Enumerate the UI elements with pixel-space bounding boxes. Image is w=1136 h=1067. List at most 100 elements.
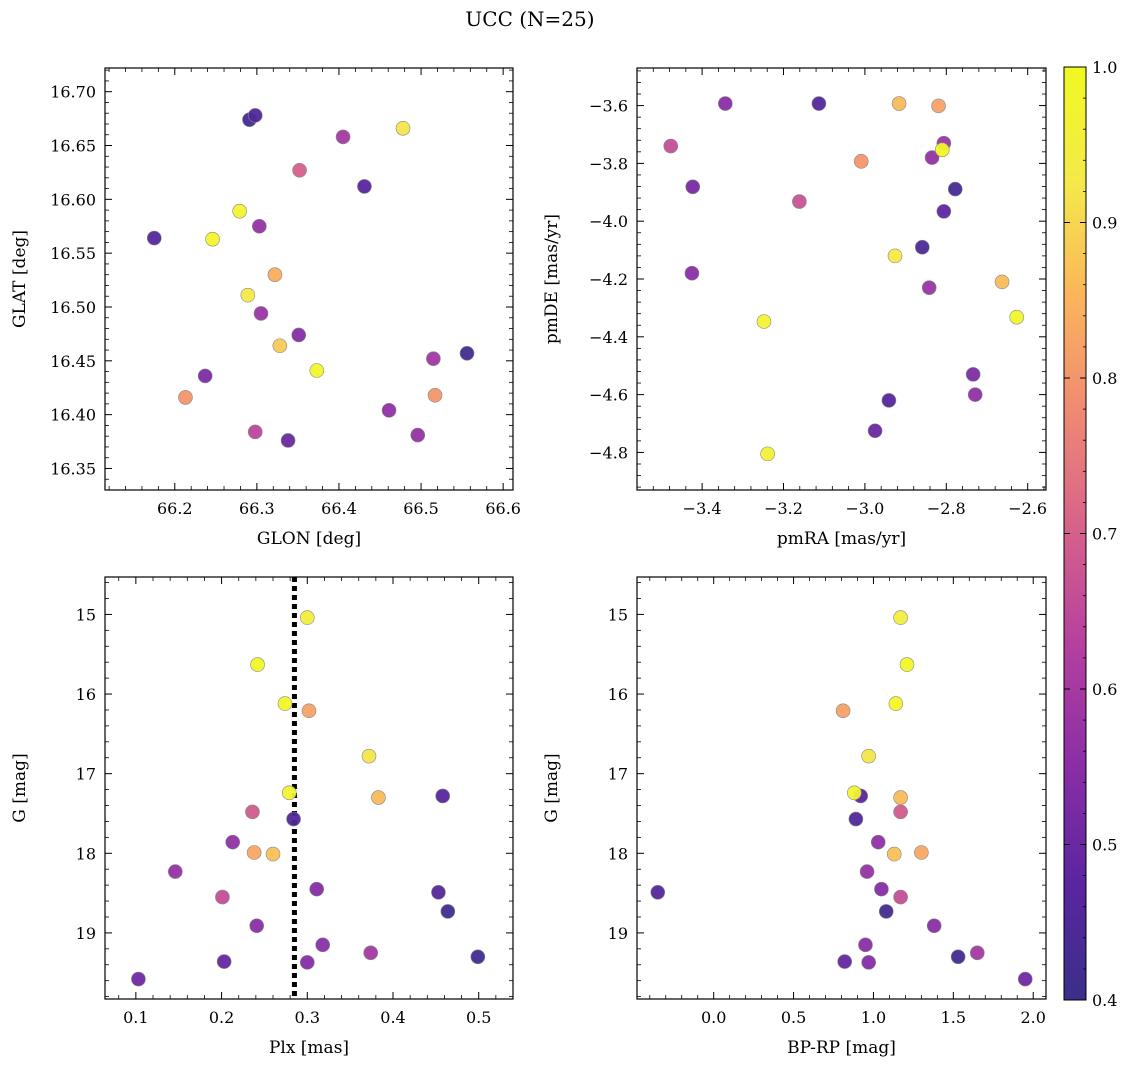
y-tick-label: 16.55 xyxy=(50,244,96,263)
scatter-point xyxy=(684,265,700,281)
scatter-point xyxy=(756,314,772,329)
scatter-point xyxy=(245,804,260,820)
scatter-point xyxy=(232,203,247,219)
scatter-point xyxy=(178,390,193,405)
scatter-point xyxy=(250,657,265,672)
scatter-point xyxy=(881,393,897,408)
scatter-point xyxy=(1009,309,1024,325)
scatter-point xyxy=(240,287,256,303)
scatter-point xyxy=(861,748,876,764)
y-tick-label: −4.2 xyxy=(589,270,628,289)
x-tick-label: −2.8 xyxy=(927,499,966,518)
scatter-point xyxy=(309,363,325,378)
scatter-point xyxy=(252,218,267,234)
x-tick-label: 66.5 xyxy=(403,499,439,518)
scatter-points xyxy=(131,610,486,987)
scatter-point xyxy=(837,954,852,969)
scatter-point xyxy=(197,368,213,384)
scatter-point xyxy=(246,845,262,860)
scatter-point xyxy=(886,846,902,862)
y-tick-label: −4.0 xyxy=(589,212,628,231)
scatter-point xyxy=(301,703,317,719)
scatter-point xyxy=(867,423,883,439)
y-axis-label: GLAT [deg] xyxy=(10,230,30,328)
scatter-point xyxy=(167,864,183,879)
scatter-point xyxy=(299,610,315,625)
scatter-point xyxy=(835,703,851,719)
scatter-point xyxy=(887,248,903,264)
scatter-point xyxy=(947,181,963,197)
colorbar-tick-label: 0.8 xyxy=(1092,369,1117,388)
y-tick-label: 16 xyxy=(608,685,628,704)
scatter-point xyxy=(361,748,377,764)
y-axis-label: G [mag] xyxy=(542,753,562,822)
scatter-point xyxy=(760,446,775,462)
scatter-point xyxy=(395,120,411,136)
panel-2: −3.4 −3.2 −3.0 −2.8 −2.6 −4.8 −4.6 −4.4 −4.2 −4.0… xyxy=(542,67,1047,549)
scatter-point xyxy=(914,845,929,860)
scatter-point xyxy=(247,108,263,123)
scatter-point xyxy=(280,433,296,448)
x-tick-label: 0.4 xyxy=(380,1008,405,1027)
y-tick-label: 16.70 xyxy=(50,83,96,102)
scatter-point xyxy=(381,403,397,418)
scatter-point xyxy=(247,424,263,440)
colorbar-tick-label: 0.7 xyxy=(1092,525,1117,544)
x-axis-label: GLON [deg] xyxy=(257,529,361,549)
scatter-point xyxy=(281,785,297,801)
scatter-point xyxy=(431,885,446,900)
scatter-point xyxy=(410,427,426,443)
colorbar: 0.4 0.5 0.6 0.7 0.8 0.9 1.0 xyxy=(1063,58,1117,1010)
y-tick-label: 16 xyxy=(76,685,96,704)
y-tick-label: 16.35 xyxy=(50,459,96,478)
scatter-point xyxy=(811,96,827,111)
y-tick-label: 16.40 xyxy=(50,406,96,425)
scatter-point xyxy=(893,889,908,905)
scatter-point xyxy=(299,955,315,970)
scatter-point xyxy=(685,179,701,195)
x-tick-label: 66.6 xyxy=(485,499,521,518)
scatter-point xyxy=(131,971,146,987)
y-tick-label: −4.8 xyxy=(589,443,628,462)
scatter-point xyxy=(936,204,952,219)
scatter-point xyxy=(848,811,864,827)
scatter-point xyxy=(967,387,983,402)
scatter-point xyxy=(291,327,307,343)
scatter-point xyxy=(286,811,301,827)
scatter-point xyxy=(315,937,331,953)
scatter-point xyxy=(249,918,265,934)
scatter-point xyxy=(914,239,930,255)
scatter-point xyxy=(357,179,372,194)
scatter-point xyxy=(426,351,441,366)
scatter-point xyxy=(861,955,876,970)
scatter-point xyxy=(663,138,679,154)
scatter-point xyxy=(292,162,307,178)
scatter-point xyxy=(335,129,351,145)
scatter-point xyxy=(363,945,379,961)
scatter-point xyxy=(459,345,475,361)
scatter-point xyxy=(216,954,232,969)
x-tick-label: 66.2 xyxy=(157,499,193,518)
x-tick-label: 2.0 xyxy=(1020,1008,1045,1027)
plot-frame xyxy=(104,576,514,1000)
scatter-point xyxy=(650,885,666,900)
x-axis-label: BP-RP [mag] xyxy=(787,1038,896,1058)
scatter-point xyxy=(893,610,908,625)
scatter-point xyxy=(277,696,293,711)
x-tick-label: 66.4 xyxy=(321,499,357,518)
y-tick-label: 16.45 xyxy=(50,352,96,371)
colorbar-tick-label: 0.6 xyxy=(1092,680,1117,699)
scatter-point xyxy=(215,889,230,905)
scatter-point xyxy=(891,96,907,111)
scatter-point xyxy=(846,785,862,801)
y-tick-label: −3.8 xyxy=(589,154,628,173)
y-tick-label: 18 xyxy=(76,844,96,863)
y-tick-label: 17 xyxy=(608,765,628,784)
x-tick-label: 0.3 xyxy=(295,1008,320,1027)
x-tick-label: 0.1 xyxy=(123,1008,148,1027)
y-tick-label: 16.50 xyxy=(50,298,96,317)
scatter-point xyxy=(950,949,966,965)
scatter-point xyxy=(934,142,950,158)
scatter-point xyxy=(931,98,946,114)
scatter-point xyxy=(718,96,733,111)
